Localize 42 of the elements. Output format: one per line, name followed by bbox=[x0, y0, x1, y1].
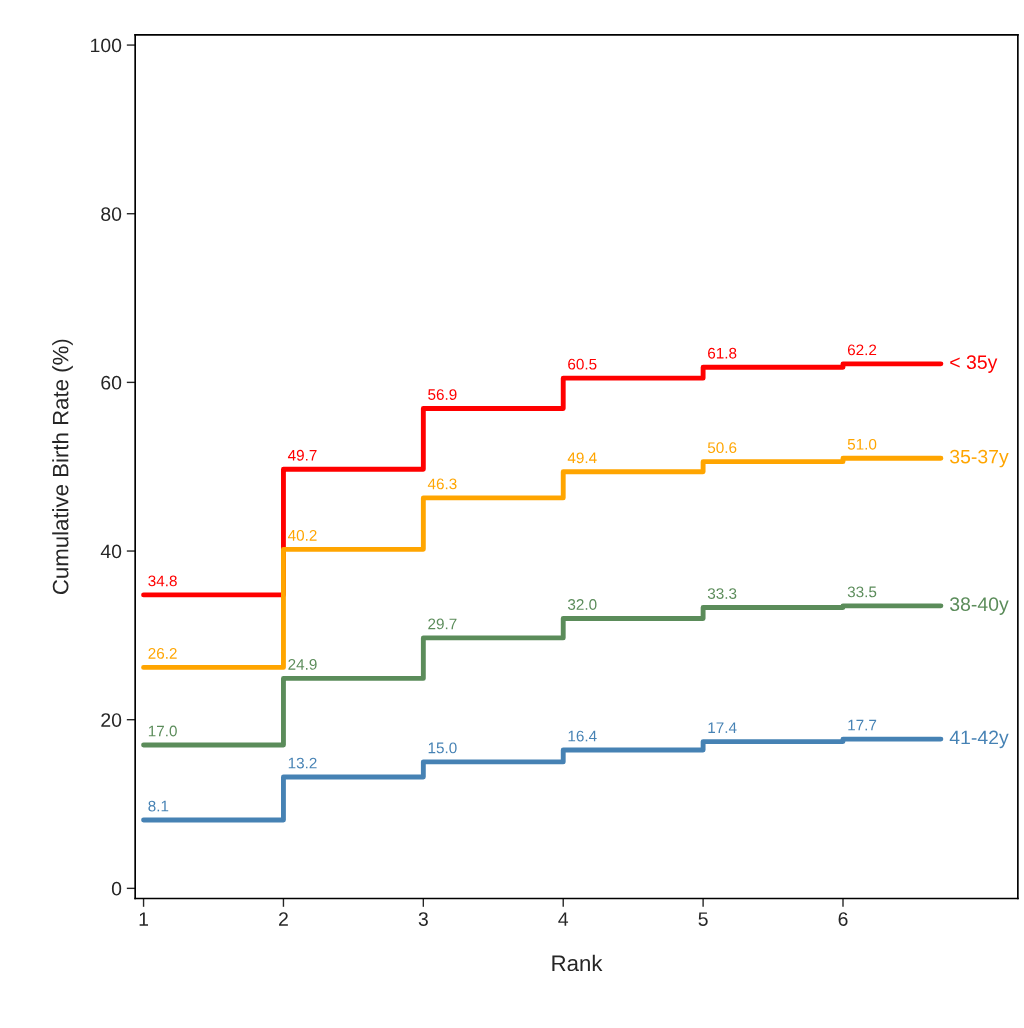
y-tick-label: 80 bbox=[101, 207, 122, 221]
data-label: 26.2 bbox=[148, 648, 177, 659]
data-label: 51.0 bbox=[847, 438, 877, 450]
data-label: 49.4 bbox=[567, 452, 597, 464]
y-tick-label: 100 bbox=[91, 38, 122, 53]
series-label: < 35y bbox=[950, 355, 998, 373]
data-label: 61.8 bbox=[708, 347, 737, 359]
x-tick-label: 5 bbox=[698, 912, 708, 926]
data-label: 62.2 bbox=[847, 344, 877, 356]
y-axis-title: Cumulative Birth Rate (%) bbox=[52, 339, 73, 595]
data-label: 15.0 bbox=[428, 742, 457, 754]
x-tick-label: 2 bbox=[279, 912, 288, 926]
series-label: 35-37y bbox=[949, 449, 1009, 468]
data-label: 17.0 bbox=[148, 725, 177, 737]
x-tick-label: 4 bbox=[558, 912, 569, 926]
data-label: 17.4 bbox=[708, 722, 737, 733]
data-label: 49.7 bbox=[287, 449, 317, 461]
y-tick-label: 60 bbox=[101, 375, 122, 390]
x-axis-title: Rank bbox=[552, 954, 603, 972]
data-label: 17.7 bbox=[848, 719, 877, 731]
x-tick-label: 3 bbox=[418, 912, 428, 926]
data-label: 24.9 bbox=[288, 658, 317, 670]
data-label: 13.2 bbox=[288, 757, 317, 769]
series-label: 38-40y bbox=[949, 597, 1009, 615]
data-label: 50.6 bbox=[707, 442, 737, 454]
data-label: 40.2 bbox=[287, 529, 317, 541]
data-label: 33.3 bbox=[707, 588, 737, 599]
x-tick-label: 1 bbox=[139, 912, 149, 926]
data-label: 34.8 bbox=[148, 575, 177, 587]
data-label: 8.1 bbox=[148, 800, 169, 812]
data-label: 29.7 bbox=[428, 618, 457, 630]
data-label: 46.3 bbox=[427, 478, 457, 490]
data-label: 60.5 bbox=[568, 358, 597, 370]
data-label: 56.9 bbox=[428, 389, 457, 400]
y-tick-label: 20 bbox=[101, 713, 122, 727]
y-tick-label: 40 bbox=[100, 544, 122, 559]
y-tick-label: 0 bbox=[111, 881, 122, 896]
x-tick-label: 6 bbox=[838, 912, 848, 926]
series-label: 41-42y bbox=[949, 730, 1009, 749]
data-label: 16.4 bbox=[568, 730, 597, 742]
data-label: 33.5 bbox=[847, 586, 877, 598]
data-label: 32.0 bbox=[567, 599, 597, 610]
